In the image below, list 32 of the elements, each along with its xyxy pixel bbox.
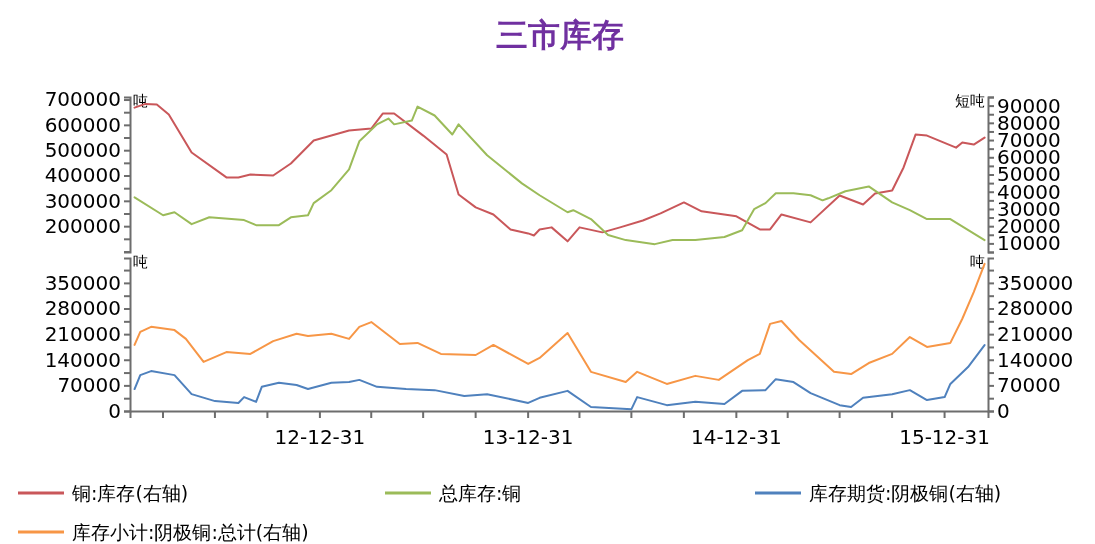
- legend-label: 库存期货:阴极铜(右轴): [809, 482, 1002, 504]
- x-tick-label: 14-12-31: [690, 425, 782, 450]
- x-tick-label: 12-12-31: [274, 425, 366, 450]
- y-tick-label: 350000: [44, 270, 121, 295]
- y-axis-title: 吨: [133, 253, 148, 271]
- y2-axis-title: 吨: [970, 253, 985, 271]
- y-tick-label: 500000: [44, 138, 121, 163]
- y2-tick-label: 70000: [997, 373, 1061, 398]
- y-tick-label: 280000: [44, 296, 121, 321]
- x-tick-label: 13-12-31: [482, 425, 574, 450]
- y-tick-label: 0: [108, 398, 121, 423]
- y-tick-label: 700000: [44, 87, 121, 112]
- y2-tick-label: 0: [997, 398, 1010, 423]
- y-tick-label: 210000: [44, 322, 121, 347]
- y-tick-label: 140000: [44, 347, 121, 372]
- y-tick-label: 300000: [44, 188, 121, 213]
- x-tick-label: 15-12-31: [899, 425, 990, 450]
- legend-label: 库存小计:阴极铜:总计(右轴): [72, 521, 309, 543]
- line-series: [133, 344, 986, 411]
- y2-tick-label: 280000: [997, 296, 1074, 321]
- chart-title: 三市库存: [496, 16, 624, 54]
- y2-tick-label: 140000: [997, 347, 1074, 372]
- y2-tick-label: 350000: [997, 270, 1074, 295]
- y2-tick-label: 210000: [997, 322, 1074, 347]
- y-axis-title: 吨: [133, 92, 148, 110]
- y2-axis-title: 短吨: [955, 92, 985, 110]
- y-tick-label: 400000: [44, 163, 121, 188]
- y-tick-label: 70000: [57, 373, 121, 398]
- y-tick-label: 600000: [44, 112, 121, 137]
- legend-label: 铜:库存(右轴): [71, 482, 189, 504]
- y-tick-label: 200000: [44, 214, 121, 239]
- legend-label: 总库存:铜: [438, 482, 522, 504]
